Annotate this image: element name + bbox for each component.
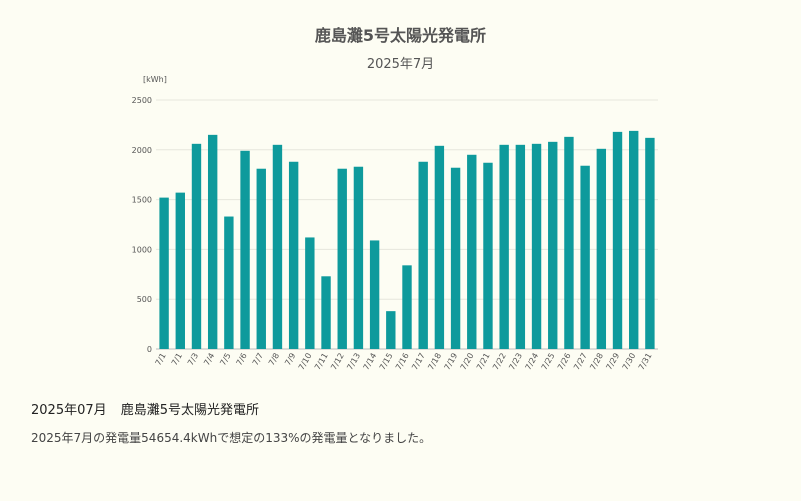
x-tick-label: 7/4 <box>202 352 216 368</box>
x-tick-label: 7/21 <box>475 352 492 372</box>
bar <box>564 136 574 349</box>
bar <box>288 161 299 349</box>
x-tick-label: 7/24 <box>524 352 541 372</box>
bar <box>386 311 396 349</box>
x-tick-label: 7/30 <box>621 352 638 372</box>
y-tick-label: 2000 <box>132 146 152 155</box>
x-tick-label: 7/14 <box>362 352 379 372</box>
x-tick-label: 7/29 <box>604 352 621 372</box>
bar <box>337 168 347 349</box>
x-tick-label: 7/31 <box>637 352 654 372</box>
x-tick-label: 7/10 <box>297 352 314 372</box>
bar <box>159 197 169 349</box>
chart-subtitle: 2025年7月 <box>366 57 435 72</box>
x-tick-label: 7/25 <box>540 352 557 372</box>
bar <box>580 165 590 349</box>
x-tick-label: 7/3 <box>186 352 200 368</box>
x-tick-label: 7/7 <box>251 352 265 368</box>
bar <box>467 154 477 349</box>
bar <box>369 240 380 349</box>
y-axis: 0 500 1000 1500 2000 2500 <box>132 96 152 354</box>
x-tick-label: 7/19 <box>443 352 460 372</box>
bars <box>159 130 655 349</box>
y-tick-label: 0 <box>147 345 152 354</box>
bar <box>402 265 412 349</box>
x-tick-label: 7/17 <box>410 352 427 372</box>
x-tick-label: 7/6 <box>235 352 249 368</box>
bar <box>483 162 493 349</box>
bar <box>645 137 655 349</box>
x-axis: 7/1 7/1 7/3 7/4 7/5 7/6 7/7 7/8 7/9 7/10 7/11 7/12 7… <box>154 351 654 371</box>
y-axis-label: [kWh] <box>143 75 167 84</box>
bar <box>256 168 266 349</box>
bar <box>418 161 428 349</box>
bar <box>321 276 331 349</box>
x-tick-label: 7/9 <box>283 352 297 368</box>
x-tick-label: 7/11 <box>313 352 330 372</box>
y-tick-label: 1500 <box>132 196 152 205</box>
bar <box>305 237 315 349</box>
bar <box>175 192 185 349</box>
summary-plant: 鹿島灘5号太陽光発電所 <box>120 403 260 418</box>
x-tick-label: 7/8 <box>267 352 281 368</box>
summary-text: 2025年7月の発電量54654.4kWhで想定の133%の発電量となりました。 <box>31 431 432 445</box>
y-tick-label: 500 <box>137 295 152 304</box>
y-tick-label: 1000 <box>132 245 152 254</box>
x-tick-label: 7/27 <box>572 352 589 372</box>
bar <box>240 150 250 349</box>
bar <box>531 143 542 349</box>
bar <box>207 134 218 349</box>
summary-heading: 2025年07月 鹿島灘5号太陽光発電所 <box>31 399 269 418</box>
x-tick-label: 7/1 <box>170 352 184 368</box>
x-tick-label: 7/1 <box>154 352 168 368</box>
y-tick-label: 2500 <box>132 96 152 105</box>
x-tick-label: 7/28 <box>588 352 605 372</box>
x-tick-label: 7/13 <box>345 352 362 372</box>
x-tick-label: 7/23 <box>507 352 524 372</box>
bar <box>450 167 461 349</box>
bar <box>353 166 364 349</box>
x-tick-label: 7/16 <box>394 352 411 372</box>
x-tick-label: 7/26 <box>556 352 573 372</box>
summary-month: 2025年07月 <box>31 403 107 418</box>
bar <box>629 130 639 349</box>
chart-title: 鹿島灘5号太陽光発電所 <box>314 26 487 45</box>
bar <box>612 131 623 349</box>
x-tick-label: 7/12 <box>329 352 346 372</box>
bar <box>272 144 283 349</box>
x-tick-label: 7/22 <box>491 351 508 371</box>
x-tick-label: 7/15 <box>378 352 395 372</box>
bar <box>515 144 526 349</box>
bar <box>224 216 234 349</box>
bar <box>434 145 445 349</box>
bar <box>596 148 607 349</box>
x-tick-label: 7/20 <box>459 352 476 372</box>
bar <box>191 143 202 349</box>
bar <box>548 141 558 349</box>
x-tick-label: 7/18 <box>426 352 443 372</box>
bar <box>499 144 509 349</box>
x-tick-label: 7/5 <box>218 352 232 368</box>
